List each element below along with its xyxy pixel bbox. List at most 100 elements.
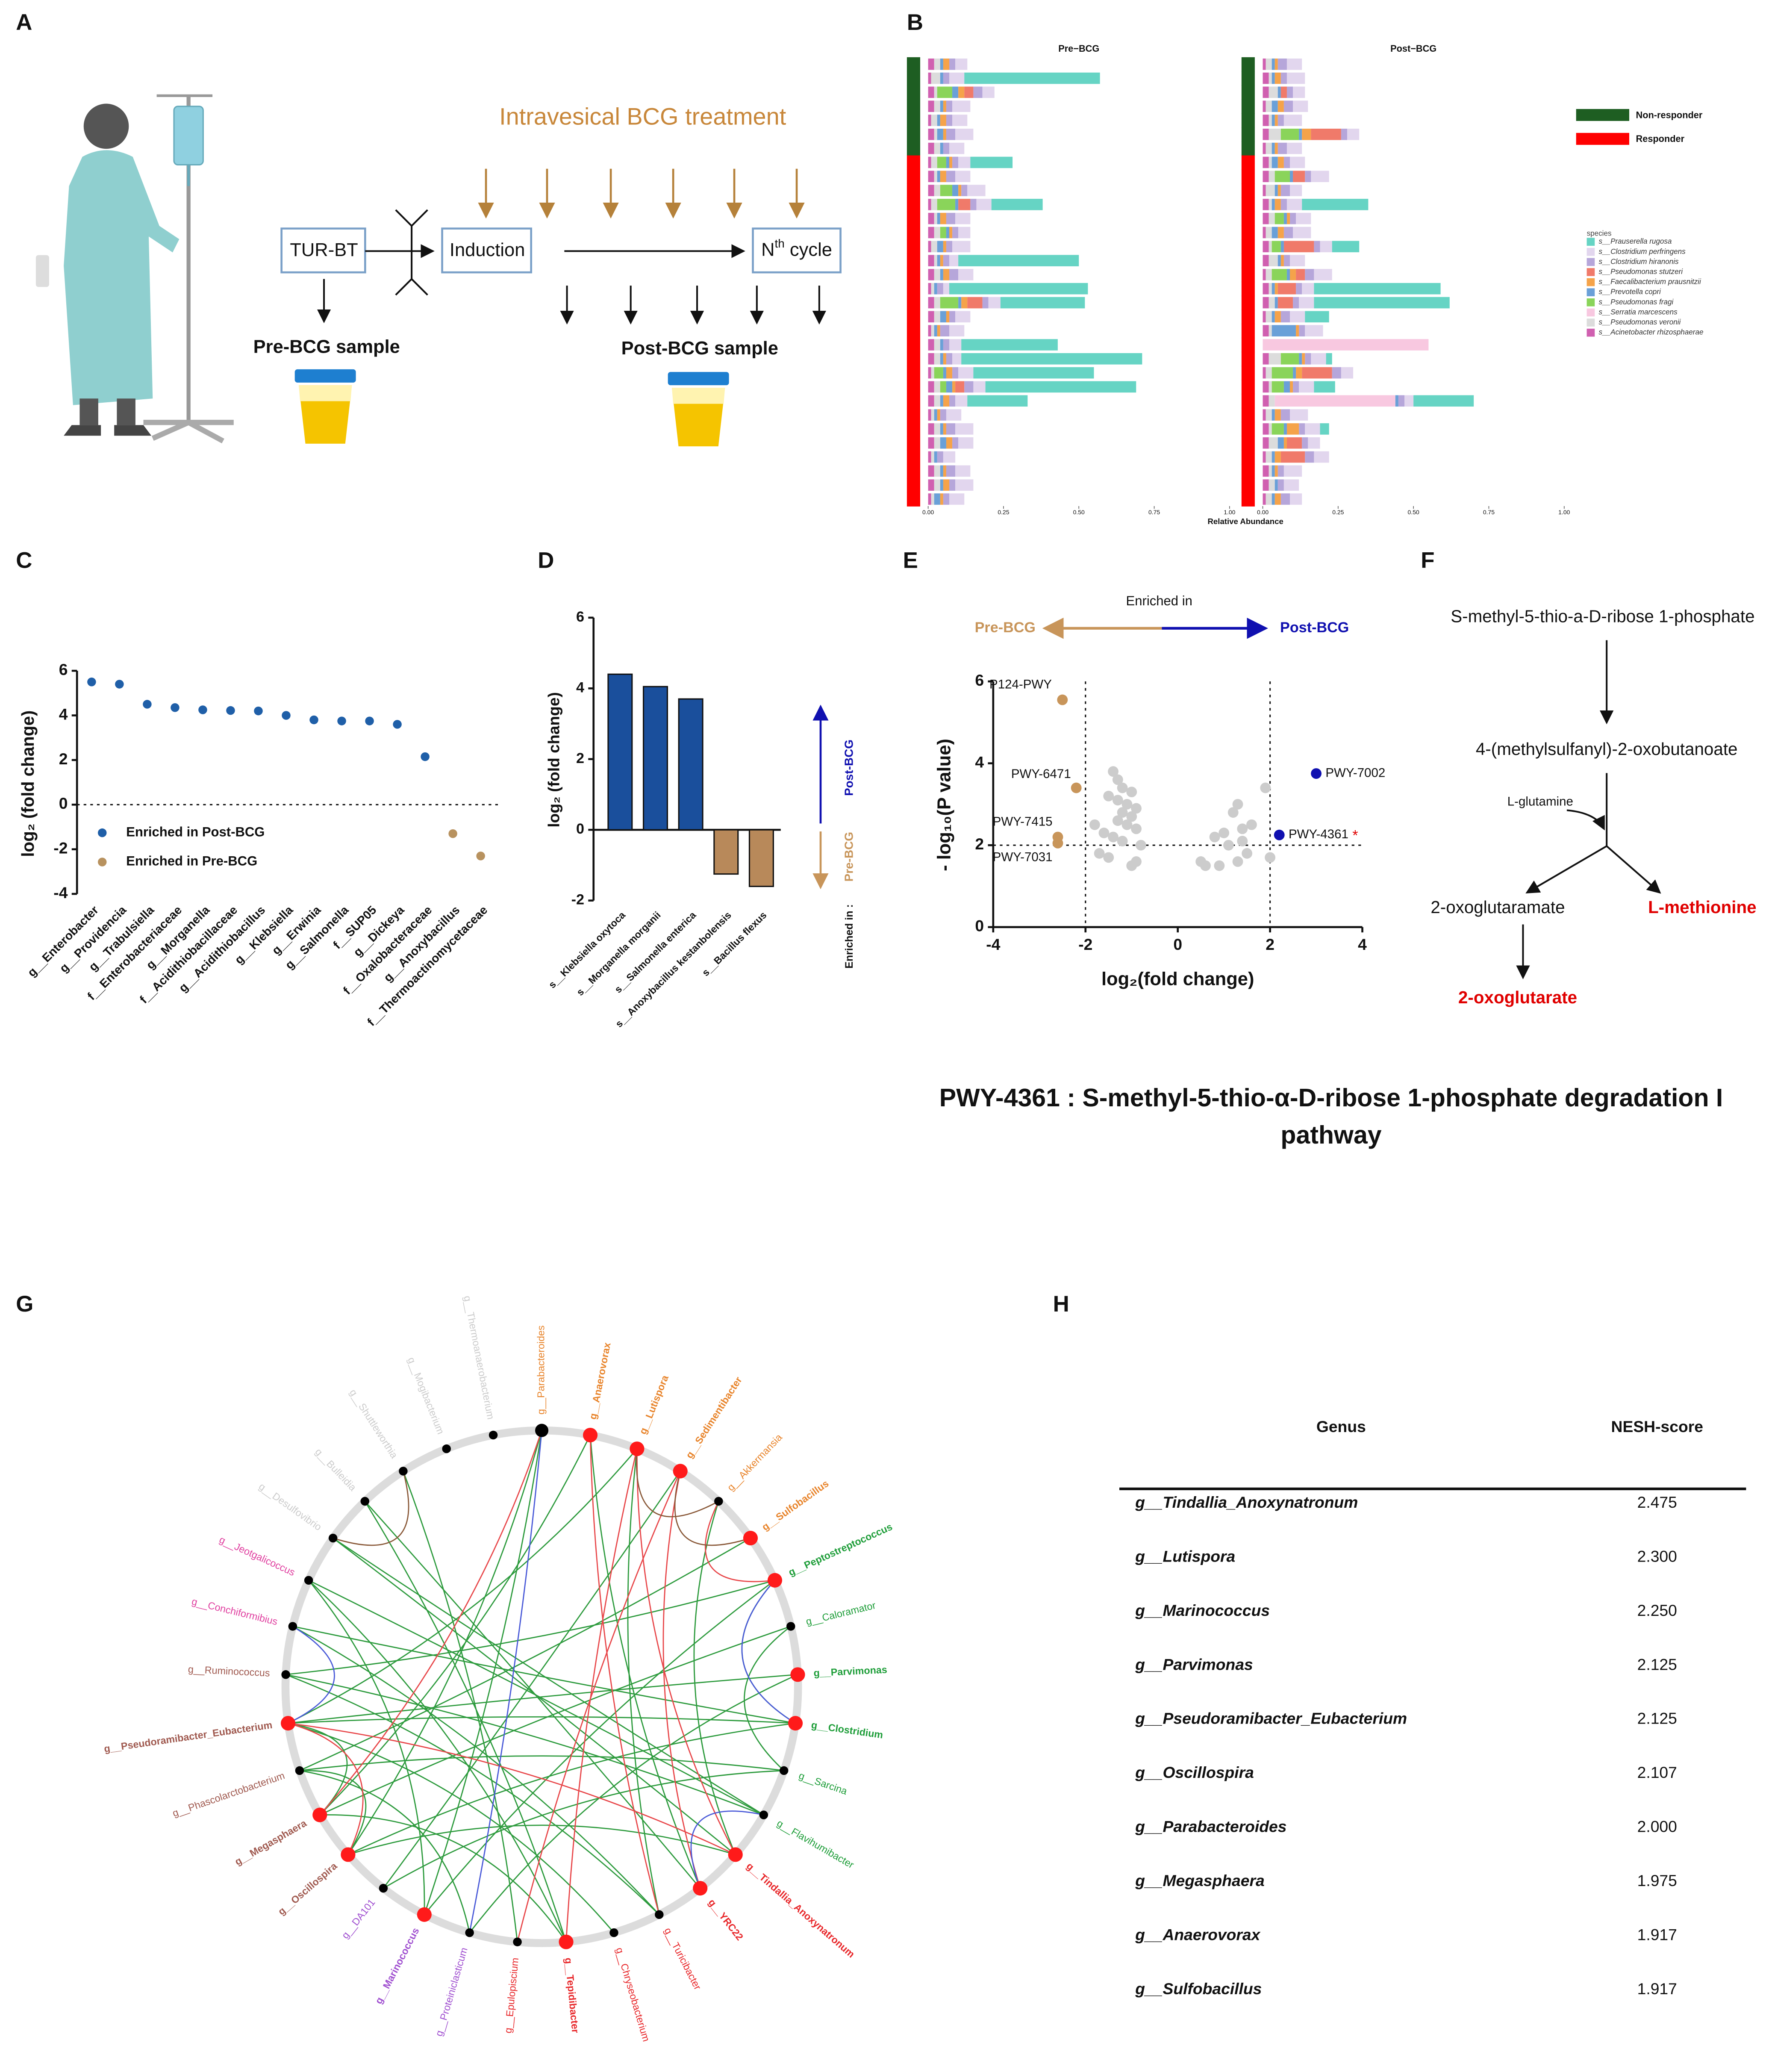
node-label: g__Flavihumibacter	[775, 1817, 856, 1870]
bar-segment	[928, 171, 934, 183]
node-label: g__Oscillospira	[276, 1860, 339, 1917]
legend-label: Non-responder	[1636, 109, 1703, 120]
bar-segment	[949, 479, 956, 491]
bar-segment	[1263, 395, 1269, 407]
score-cell: 2.125	[1637, 1655, 1677, 1673]
network-node	[513, 1937, 522, 1946]
bar-segment	[1269, 241, 1272, 253]
group-bar	[1241, 71, 1255, 86]
dot	[393, 720, 402, 729]
bar-segment	[1263, 465, 1269, 477]
bar-segment	[1263, 142, 1266, 154]
bar-segment	[931, 156, 937, 168]
bar-segment	[934, 493, 940, 505]
score-cell: 2.475	[1637, 1493, 1677, 1511]
bar-segment	[946, 212, 956, 224]
group-bar	[1241, 281, 1255, 296]
group-bar	[1241, 253, 1255, 268]
bar-segment	[1272, 311, 1275, 323]
bar-segment	[1269, 381, 1272, 393]
bar-segment	[937, 212, 940, 224]
group-bar	[1241, 183, 1255, 198]
bar-segment	[943, 339, 949, 351]
bar-segment	[1286, 142, 1302, 154]
network-node	[288, 1622, 297, 1631]
bar-segment	[982, 297, 989, 309]
group-bar	[907, 281, 920, 296]
bar-segment	[1286, 437, 1302, 449]
bar-segment	[937, 115, 940, 126]
point	[1135, 840, 1146, 851]
y-tick-label: 0	[576, 821, 584, 837]
score-cell: 2.250	[1637, 1601, 1677, 1619]
bar-segment	[1293, 367, 1296, 379]
point	[1103, 790, 1114, 802]
arrow-label: Post-BCG	[842, 740, 856, 796]
bar-segment	[949, 339, 962, 351]
group-bar	[907, 408, 920, 422]
bar-segment	[1341, 367, 1354, 379]
metabolite-label: 4-(methylsulfanyl)-2-oxobutanoate	[1476, 739, 1738, 759]
table-header: Genus	[1316, 1418, 1366, 1435]
bar-segment	[940, 58, 943, 70]
bar-segment	[934, 212, 937, 224]
bar-segment	[1280, 86, 1287, 98]
bar-segment	[991, 199, 1043, 210]
bar-segment	[1296, 367, 1302, 379]
network-node	[673, 1464, 688, 1479]
network-edge	[517, 1471, 681, 1942]
bar-segment	[955, 311, 971, 323]
bar-segment	[1272, 409, 1275, 421]
bar-segment	[1269, 255, 1278, 266]
network-edge	[308, 1580, 425, 1915]
bar-segment	[928, 115, 931, 126]
bar-segment	[1280, 185, 1290, 196]
bar-segment	[946, 171, 956, 183]
bar-segment	[931, 283, 934, 295]
bar-segment	[1272, 465, 1275, 477]
bar-segment	[934, 339, 940, 351]
y-tick-label: 4	[975, 753, 984, 771]
bar-segment	[1283, 156, 1290, 168]
bar-segment	[937, 128, 943, 140]
point	[1098, 827, 1110, 838]
bar-segment	[1305, 311, 1329, 323]
legend-swatch	[1586, 238, 1595, 246]
bar-segment	[1280, 72, 1287, 84]
x-tick-label: 0	[1173, 935, 1182, 953]
bar	[642, 686, 668, 831]
bar-segment	[952, 381, 956, 393]
bar-segment	[1286, 423, 1299, 435]
point-label: PWY-4361	[1289, 827, 1348, 841]
bar-segment	[1280, 493, 1290, 505]
bar-segment	[955, 479, 974, 491]
bar-segment	[1263, 241, 1269, 253]
bar-segment	[1286, 212, 1290, 224]
bar-segment	[931, 325, 934, 337]
group-bar	[907, 309, 920, 324]
bar-segment	[949, 493, 965, 505]
bar-segment	[952, 100, 971, 112]
network-edge	[288, 1722, 364, 1855]
legend-label: Enriched in Post-BCG	[126, 824, 265, 839]
bar-segment	[1277, 255, 1281, 266]
bar-segment	[1277, 115, 1284, 126]
point	[1117, 836, 1128, 847]
bar-segment	[1272, 142, 1275, 154]
cycle-rest: cycle	[785, 240, 832, 260]
bar-segment	[934, 100, 940, 112]
node-label: g__Tindallia_Anoxynatronum	[745, 1860, 857, 1960]
x-tick-label: 0.50	[1073, 509, 1085, 516]
bar-segment	[946, 409, 962, 421]
node-label: g__Parabacteroides	[536, 1325, 547, 1415]
bar-segment	[1269, 115, 1272, 126]
bar-segment	[931, 451, 934, 463]
point	[1209, 831, 1220, 843]
bar-segment	[973, 86, 983, 98]
bar-segment	[928, 72, 931, 84]
bar-segment	[1269, 437, 1278, 449]
bar-segment	[928, 241, 931, 253]
bar-segment	[1269, 395, 1275, 407]
bar-segment	[1263, 115, 1269, 126]
bar-segment	[934, 451, 937, 463]
